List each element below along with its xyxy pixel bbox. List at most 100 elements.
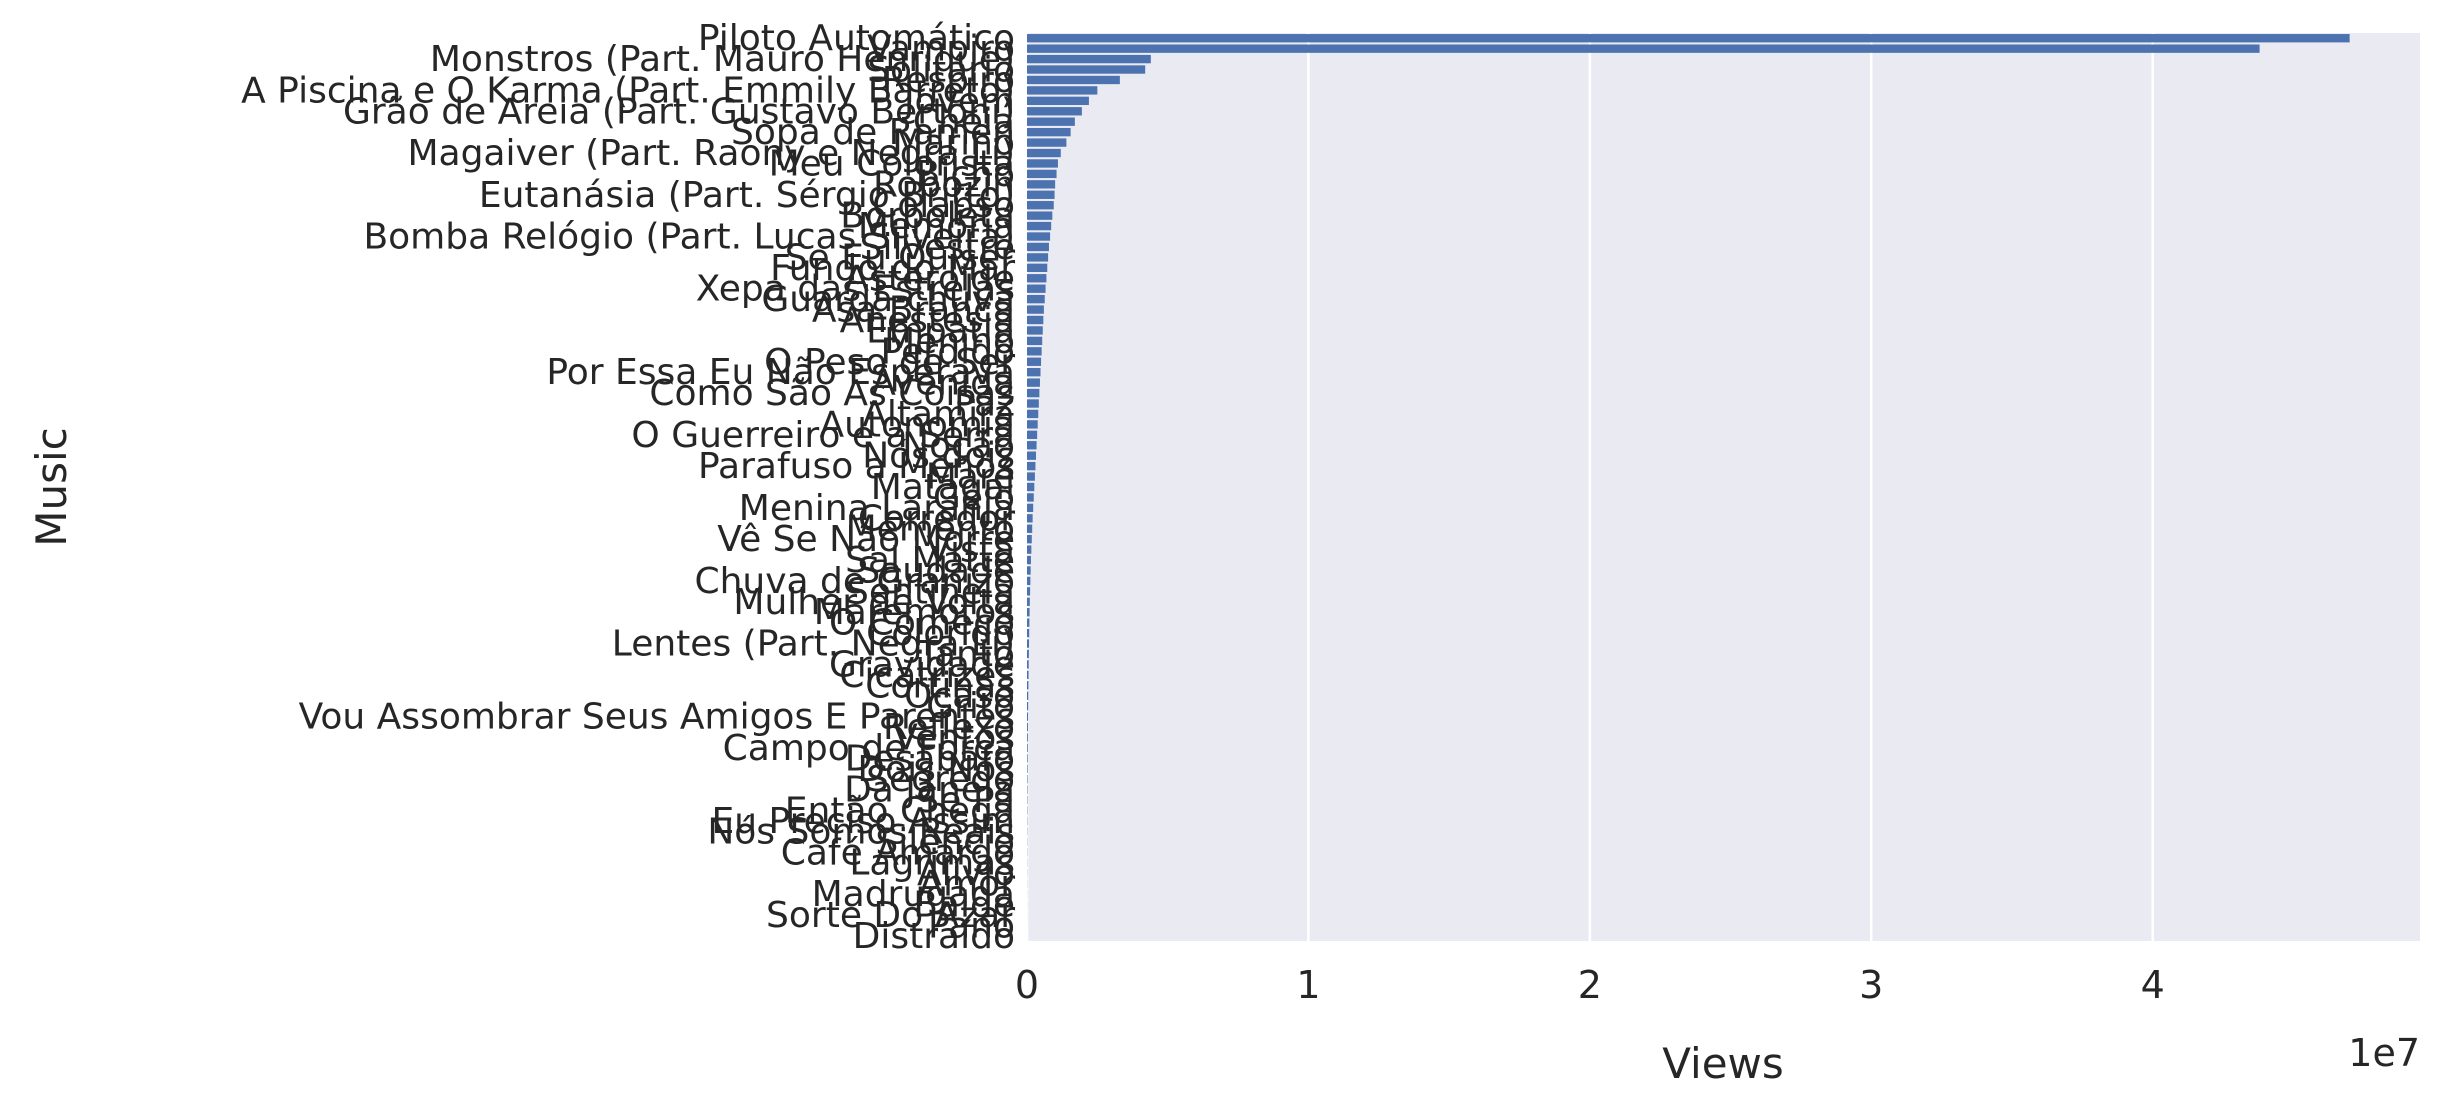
y-tick-label: Empatia [866, 310, 1015, 351]
bar [1027, 34, 2350, 43]
y-tick-label: Grito [926, 686, 1015, 727]
bar [1027, 639, 1030, 648]
y-tick-label: Sal Matte [845, 540, 1015, 581]
bar [1027, 681, 1029, 690]
y-tick-label: Parafuso a Menos [698, 446, 1015, 487]
y-tick-label: Memento [846, 509, 1015, 550]
x-tick-label: 0 [1015, 963, 1039, 1007]
y-tick-label: Vou Assombrar Seus Amigos E Parentes [299, 697, 1015, 738]
y-tick-label: Chuva de Granizo [694, 561, 1015, 602]
bar [1027, 294, 1045, 304]
bar [1027, 117, 1075, 126]
bar [1027, 169, 1057, 179]
y-tick-label: Monstros (Part. Mauro Henrique) [430, 39, 1015, 80]
y-tick-label: Fundo do Mar [770, 248, 1015, 289]
bar [1027, 263, 1048, 273]
bar [1027, 232, 1051, 241]
bar [1027, 148, 1061, 158]
y-tick-label: Guarda-chuva [761, 279, 1015, 320]
y-tick-label: Nós Somos Reais [707, 811, 1015, 852]
y-tick-label: Lagrimas [849, 843, 1015, 884]
bar [1027, 597, 1030, 606]
y-tick-label: Cicatrizes [839, 655, 1015, 696]
y-tick-label: Eu Preciso Assim [712, 801, 1015, 842]
y-tick-label: Memória [858, 206, 1015, 247]
bar [1027, 326, 1043, 335]
bar [1027, 54, 1151, 64]
y-tick-label: Magaiver (Part. Raony e Negra Li) [407, 133, 1015, 174]
bar [1027, 347, 1042, 356]
y-tick-label: Alívio [917, 853, 1015, 894]
bar [1027, 378, 1040, 387]
y-tick-label: Colorido [866, 613, 1015, 654]
bar [1027, 441, 1037, 450]
bar [1027, 733, 1028, 742]
bar [1027, 472, 1035, 481]
y-tick-label: Por Essa Eu Não Esperava [546, 352, 1015, 393]
bar [1027, 775, 1028, 784]
bar [1027, 221, 1052, 231]
y-tick-label: O Peso de Ser [764, 342, 1015, 383]
y-tick-label: Bomba Relógio (Part. Lucas Silveira) [363, 217, 1015, 258]
y-tick-label: Reflexo [883, 707, 1015, 748]
bar [1027, 670, 1029, 680]
x-axis-offset-text: 1e7 [2348, 1031, 2420, 1075]
bar [1027, 65, 1146, 74]
bar [1027, 388, 1040, 398]
y-tick-label: Borboleta [840, 196, 1015, 237]
y-tick-label: Vista [926, 530, 1015, 571]
bar [1027, 691, 1029, 700]
x-tick-label: 2 [1578, 963, 1602, 1007]
bar [1027, 493, 1034, 502]
bar [1027, 96, 1089, 106]
y-tick-label: Marino [892, 123, 1015, 164]
bar [1027, 399, 1039, 408]
y-tick-label: Cortinas [865, 665, 1015, 706]
bar [1027, 284, 1046, 293]
bar [1027, 86, 1098, 95]
y-tick-label: Dois Nós [857, 749, 1015, 790]
y-tick-label: Segredo [866, 759, 1015, 800]
bar [1027, 336, 1043, 346]
bar [1027, 587, 1031, 596]
bar [1027, 274, 1047, 283]
y-tick-label: Silêncio [875, 822, 1015, 863]
bar [1027, 253, 1049, 262]
y-tick-label: Xepa das Estrelas [696, 269, 1015, 310]
bar [1027, 712, 1029, 721]
y-tick-label: Mulher de Volta [733, 582, 1015, 623]
bar [1027, 315, 1044, 325]
y-tick-label: O Guerreiro e a Serra [631, 415, 1015, 456]
y-tick-label: Sorte Do Azar [766, 895, 1015, 936]
y-tick-label: Asa Branca [812, 290, 1015, 331]
bar [1027, 608, 1030, 617]
y-tick-label: Sopa de Ramen [731, 112, 1015, 153]
y-tick-label: Ocaso [904, 676, 1015, 717]
bar [1027, 75, 1120, 85]
bar [1027, 461, 1036, 471]
bar [1027, 430, 1038, 439]
y-tick-label: Maremotos [814, 592, 1015, 633]
y-tick-label: Autonomia [819, 404, 1015, 445]
bar [1027, 44, 2260, 53]
x-axis-title: Views [1662, 1039, 1784, 1088]
bar [1027, 754, 1028, 763]
bar [1027, 357, 1042, 366]
y-tick-label: Avenida [871, 363, 1015, 404]
y-tick-label: Corredor [858, 498, 1015, 539]
y-tick-label: Pano [928, 905, 1015, 946]
y-tick-label: Vampiro [867, 29, 1015, 70]
y-tick-label: Madrugada [812, 874, 1015, 915]
y-tick-label: Grão de Areia (Part. Gustavo Bertoni) [343, 91, 1015, 132]
bar [1027, 555, 1031, 565]
bar [1027, 409, 1039, 419]
y-tick-label: Cheia [913, 102, 1015, 143]
x-tick-label: 4 [2141, 963, 2165, 1007]
bar [1027, 190, 1055, 199]
bar [1027, 545, 1032, 554]
bar [1027, 180, 1056, 189]
y-tick-label: Robozin [873, 164, 1015, 205]
y-tick-label: Café Amargo [781, 832, 1015, 873]
